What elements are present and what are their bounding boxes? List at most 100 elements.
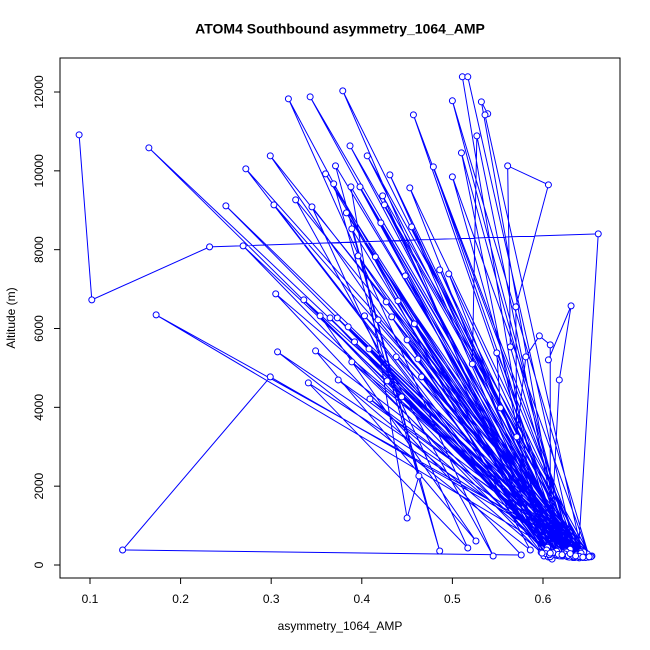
y-tick-label: 8000 — [32, 236, 46, 263]
point — [535, 332, 543, 340]
point — [351, 338, 359, 346]
point — [365, 345, 373, 353]
point — [558, 551, 566, 559]
point — [418, 373, 426, 381]
point — [266, 373, 274, 381]
point — [300, 296, 308, 304]
point — [306, 93, 314, 101]
point — [522, 353, 530, 361]
point — [585, 553, 593, 561]
point — [544, 356, 552, 364]
point — [348, 358, 356, 366]
point — [481, 111, 489, 119]
y-tick-label: 10000 — [32, 154, 46, 188]
point — [145, 144, 153, 152]
plot-frame — [59, 57, 621, 579]
point — [409, 111, 417, 119]
point — [284, 95, 292, 103]
y-axis-label: Altitude (m) — [4, 287, 18, 348]
point — [347, 183, 355, 191]
point — [363, 152, 371, 160]
point — [496, 404, 504, 412]
y-tick-label: 6000 — [32, 315, 46, 342]
point — [332, 162, 340, 170]
y-tick-label: 4000 — [32, 394, 46, 421]
point — [429, 163, 437, 171]
x-axis-label: asymmetry_1064_AMP — [278, 619, 403, 633]
point — [383, 377, 391, 385]
point — [403, 514, 411, 522]
point — [377, 219, 385, 227]
point — [292, 196, 300, 204]
point — [326, 314, 334, 322]
point — [206, 243, 214, 251]
point — [526, 546, 534, 554]
point — [594, 230, 602, 238]
point — [392, 353, 400, 361]
point — [415, 472, 423, 480]
point — [513, 433, 521, 441]
point — [579, 553, 587, 561]
point — [342, 209, 350, 217]
point — [374, 316, 382, 324]
point — [414, 355, 422, 363]
point — [464, 544, 472, 552]
point — [339, 87, 347, 95]
point — [274, 348, 282, 356]
point — [468, 360, 476, 368]
point — [538, 549, 546, 557]
point — [272, 290, 280, 298]
point — [354, 252, 362, 260]
point — [356, 183, 364, 191]
point — [398, 393, 406, 401]
point — [410, 320, 418, 328]
point — [75, 131, 83, 139]
point — [312, 347, 320, 355]
point — [386, 171, 394, 179]
point — [388, 313, 396, 321]
point — [379, 192, 387, 200]
point — [266, 152, 274, 160]
point — [472, 537, 480, 545]
x-tick-label: 0.6 — [535, 592, 552, 606]
point — [464, 73, 472, 81]
point — [517, 551, 525, 559]
point — [119, 546, 127, 554]
x-tick-label: 0.2 — [172, 592, 189, 606]
point — [316, 312, 324, 320]
point — [473, 132, 481, 140]
point — [330, 180, 338, 188]
point — [239, 242, 247, 250]
point — [546, 341, 554, 349]
y-tick-label: 2000 — [32, 472, 46, 499]
point — [382, 298, 390, 306]
point — [504, 162, 512, 170]
x-tick-label: 0.1 — [82, 592, 99, 606]
point — [308, 203, 316, 211]
point — [406, 184, 414, 192]
point — [436, 547, 444, 555]
point — [361, 312, 369, 320]
point — [366, 395, 374, 403]
point — [457, 149, 465, 157]
point — [566, 550, 574, 558]
x-tick-label: 0.4 — [353, 592, 370, 606]
point — [493, 349, 501, 357]
point — [242, 165, 250, 173]
point — [152, 311, 160, 319]
point — [222, 202, 230, 210]
point — [380, 201, 388, 209]
x-tick-label: 0.5 — [444, 592, 461, 606]
point — [403, 336, 411, 344]
point — [544, 181, 552, 189]
point — [489, 552, 497, 560]
point — [567, 302, 575, 310]
point — [445, 270, 453, 278]
point — [371, 253, 379, 261]
point — [512, 303, 520, 311]
point — [88, 296, 96, 304]
point — [401, 272, 409, 280]
point — [477, 98, 485, 106]
point — [408, 223, 416, 231]
point — [333, 314, 341, 322]
